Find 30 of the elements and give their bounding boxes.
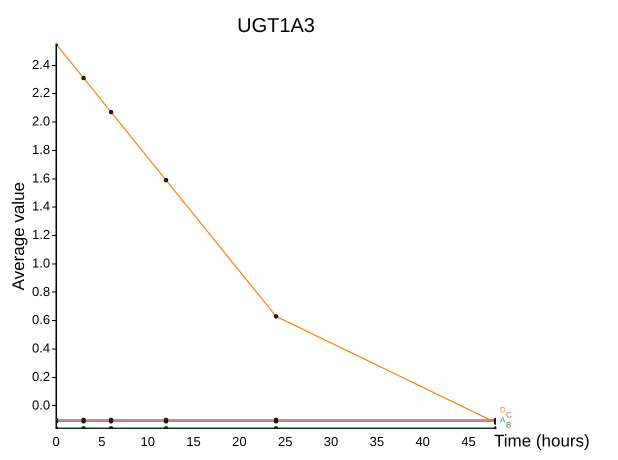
x-tick-label: 45 xyxy=(461,434,476,449)
y-tick-label: 2.4 xyxy=(32,56,50,72)
y-tick-label: 1.6 xyxy=(32,170,50,186)
x-axis-title: Time (hours) xyxy=(494,431,590,450)
series-label: D xyxy=(500,406,506,415)
x-tick-label: 30 xyxy=(324,434,338,449)
y-tick-label: 2.2 xyxy=(32,85,50,100)
y-tick-label: 1.8 xyxy=(32,142,50,157)
series-label: A xyxy=(500,416,506,425)
y-axis-title: Average value xyxy=(9,182,28,290)
x-tick-label: 0 xyxy=(52,434,60,449)
x-tick-label: 15 xyxy=(186,434,201,449)
x-tick-label: 5 xyxy=(98,434,106,449)
y-tick-label: 0.2 xyxy=(32,368,50,384)
x-tick-label: 20 xyxy=(232,434,247,449)
y-tick-label: 0.0 xyxy=(32,397,50,412)
y-tick-label: 2.0 xyxy=(32,114,50,129)
x-tick-label: 10 xyxy=(140,434,155,449)
x-tick-label: 35 xyxy=(370,434,384,449)
y-tick-label: 0.6 xyxy=(32,312,50,328)
y-tick-label: 1.4 xyxy=(32,198,50,214)
y-tick-label: 1.0 xyxy=(32,255,50,270)
chart-title: UGT1A3 xyxy=(237,15,315,37)
y-tick-label: 0.4 xyxy=(32,340,50,356)
series-label: B xyxy=(506,420,512,430)
x-tick-label: 40 xyxy=(415,434,430,449)
y-tick-label: 1.2 xyxy=(32,227,50,242)
series-label: C xyxy=(506,410,512,420)
y-tick-label: 0.8 xyxy=(32,284,50,299)
x-tick-label: 25 xyxy=(278,434,292,449)
